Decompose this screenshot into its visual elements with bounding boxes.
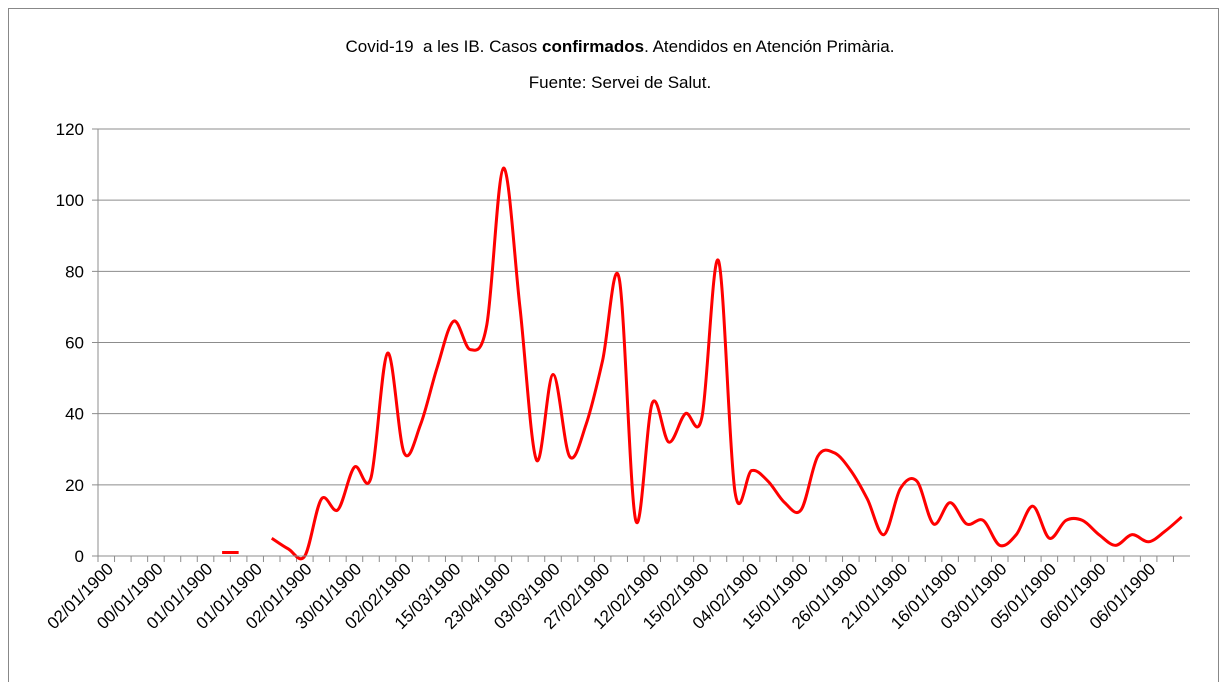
y-tick-label: 0 — [75, 547, 84, 566]
data-line — [270, 166, 1183, 561]
chart-border — [8, 8, 1219, 682]
y-tick-label: 60 — [65, 334, 84, 353]
title-part: . Atendidos en Atención Primària. — [644, 37, 894, 56]
y-tick-label: 40 — [65, 405, 84, 424]
y-tick-label: 100 — [56, 191, 84, 210]
title-part: Covid-19 a les IB. Casos — [346, 37, 543, 56]
title-part: confirmados — [542, 37, 644, 56]
y-tick-label: 20 — [65, 476, 84, 495]
chart-subtitle: Fuente: Servei de Salut. — [529, 73, 711, 92]
y-tick-label: 120 — [56, 120, 84, 139]
chart-title: Covid-19 a les IB. Casos confirmados. At… — [346, 37, 895, 56]
y-tick-label: 80 — [65, 262, 84, 281]
